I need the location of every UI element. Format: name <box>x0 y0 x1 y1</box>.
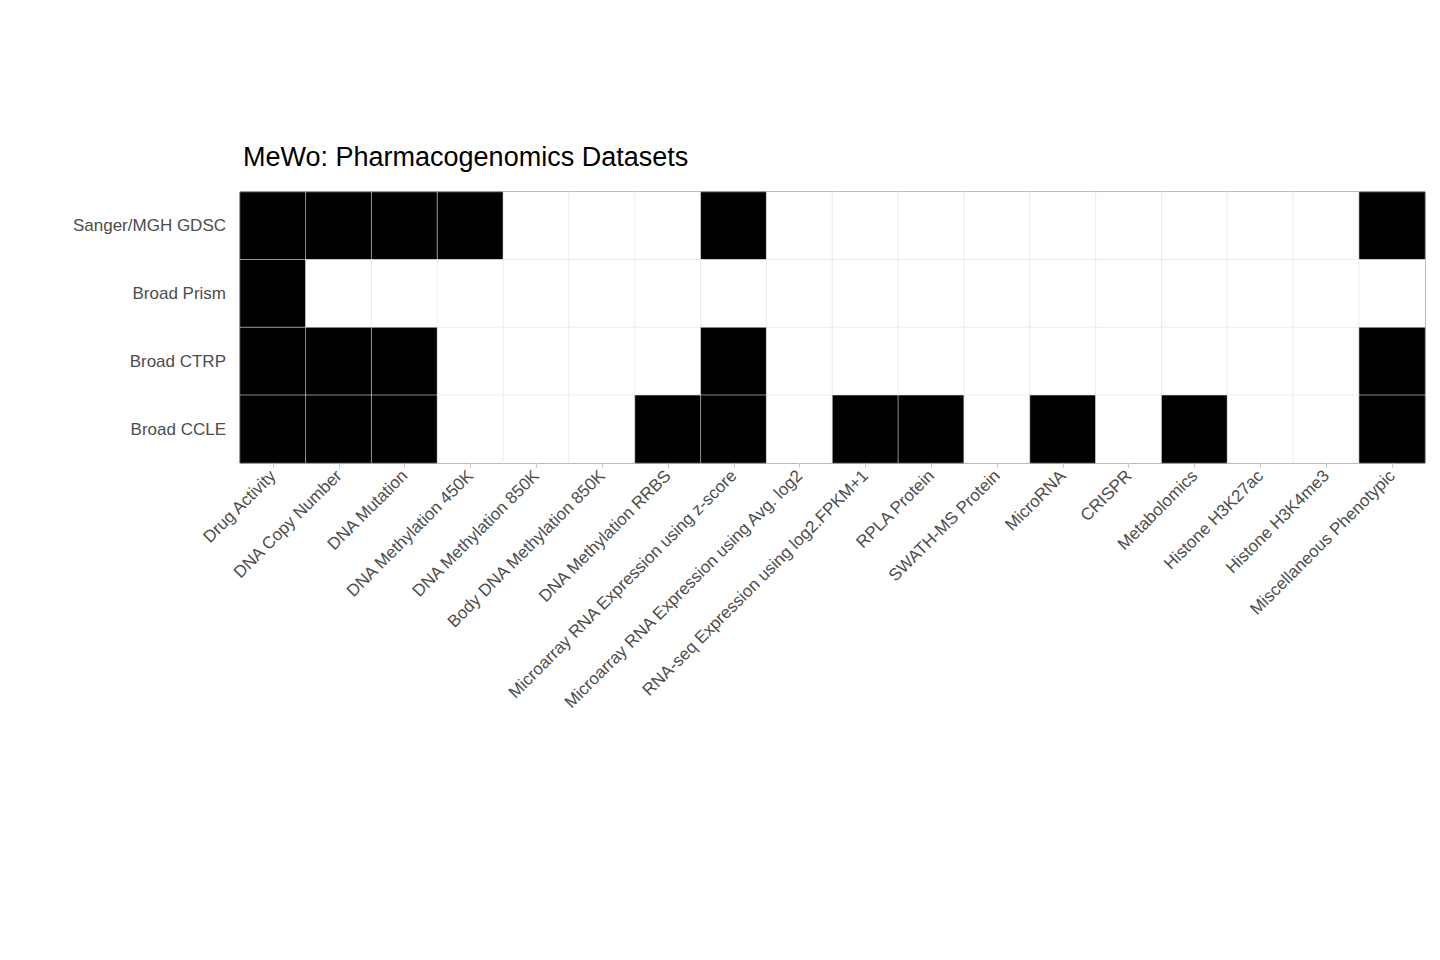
svg-text:DNA Methylation 850K: DNA Methylation 850K <box>409 466 544 601</box>
svg-text:MeWo: Pharmacogenomics Dataset: MeWo: Pharmacogenomics Datasets <box>243 142 688 172</box>
svg-text:Histone H3K4me3: Histone H3K4me3 <box>1222 466 1333 578</box>
svg-text:Miscellaneous Phenotypic: Miscellaneous Phenotypic <box>1247 466 1400 619</box>
svg-text:CRISPR: CRISPR <box>1077 466 1136 525</box>
svg-text:Broad CTRP: Broad CTRP <box>130 352 226 371</box>
svg-text:DNA Copy Number: DNA Copy Number <box>230 466 346 582</box>
svg-text:RPLA Protein: RPLA Protein <box>852 466 938 552</box>
svg-text:SWATH-MS Protein: SWATH-MS Protein <box>885 466 1004 585</box>
svg-text:DNA Methylation 450K: DNA Methylation 450K <box>343 466 478 601</box>
svg-text:DNA Methylation RRBS: DNA Methylation RRBS <box>535 466 675 606</box>
svg-text:Microarray RNA Expression usin: Microarray RNA Expression using z-score <box>505 466 741 702</box>
svg-text:MicroRNA: MicroRNA <box>1001 466 1070 535</box>
svg-text:Metabolomics: Metabolomics <box>1113 466 1202 554</box>
svg-text:Body DNA Methylation 850K: Body DNA Methylation 850K <box>443 466 609 632</box>
svg-text:Histone H3K27ac: Histone H3K27ac <box>1160 466 1268 574</box>
svg-text:Drug Activity: Drug Activity <box>199 466 280 547</box>
svg-text:Sanger/MGH GDSC: Sanger/MGH GDSC <box>73 216 226 235</box>
svg-text:DNA Mutation: DNA Mutation <box>323 466 412 554</box>
svg-text:RNA-seq Expression using log2.: RNA-seq Expression using log2.FPKM+1 <box>639 466 872 699</box>
svg-text:Broad CCLE: Broad CCLE <box>131 420 226 439</box>
svg-text:Microarray RNA Expression usin: Microarray RNA Expression using Avg. log… <box>561 466 807 712</box>
svg-text:Broad Prism: Broad Prism <box>132 284 226 303</box>
